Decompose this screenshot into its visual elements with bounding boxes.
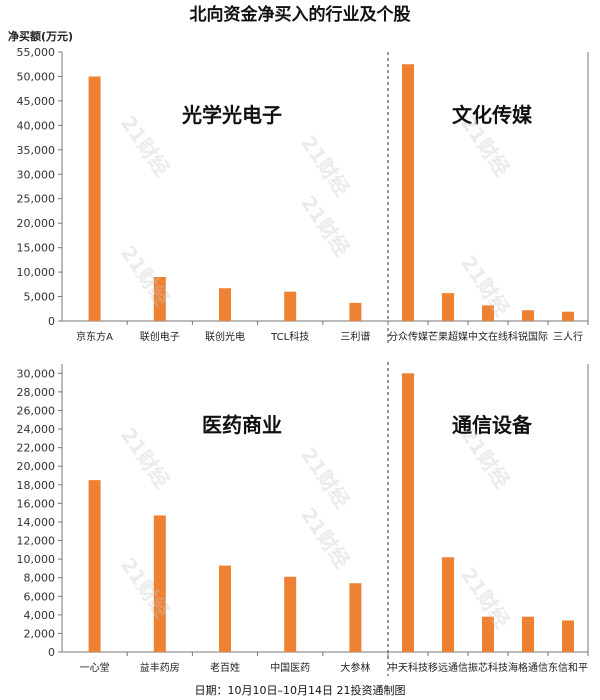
watermark: 21财经 bbox=[296, 131, 355, 200]
watermark: 21财经 bbox=[116, 111, 175, 180]
y-tick-label: 25,000 bbox=[17, 193, 56, 206]
y-tick-label: 15,000 bbox=[17, 242, 56, 255]
y-tick-label: 24,000 bbox=[17, 423, 56, 436]
bar bbox=[522, 616, 534, 652]
chart-footer: 日期：10月10日–10月14日 21投资通制图 bbox=[195, 683, 406, 697]
y-tick-label: 20,000 bbox=[17, 460, 56, 473]
sector-label: 医药商业 bbox=[202, 413, 282, 437]
y-tick-label: 40,000 bbox=[17, 119, 56, 132]
panel-top: 0 5,000 10,000 15,000 20,000 25,000 30,000 35,0… bbox=[17, 46, 589, 345]
y-tick-label: 5,000 bbox=[24, 291, 56, 304]
y-tick-label: 30,000 bbox=[17, 168, 56, 181]
bar bbox=[153, 515, 166, 652]
x-tick-label: 中国医药 bbox=[270, 661, 310, 674]
x-tick-label: 中天科技 bbox=[388, 661, 428, 674]
x-tick-label: 老百姓 bbox=[210, 661, 240, 674]
y-tick-label: 10,000 bbox=[17, 266, 56, 279]
chart-title: 北向资金净买入的行业及个股 bbox=[190, 4, 411, 25]
bar bbox=[88, 76, 101, 321]
sector-label: 通信设备 bbox=[452, 413, 533, 437]
watermark: 21财经 bbox=[116, 241, 175, 310]
x-tick-label: 联创电子 bbox=[140, 330, 180, 343]
bar bbox=[482, 616, 494, 652]
x-tick-label: 京东方A bbox=[76, 330, 113, 343]
y-tick-label: 50,000 bbox=[17, 70, 56, 83]
watermark: 21财经 bbox=[296, 443, 355, 512]
bar bbox=[442, 557, 454, 652]
x-tick-label: 联创光电 bbox=[205, 330, 245, 343]
watermark: 21财经 bbox=[116, 423, 175, 492]
bar bbox=[402, 64, 414, 322]
y-tick-label: 4,000 bbox=[24, 609, 56, 622]
y-tick-label: 45,000 bbox=[17, 95, 56, 108]
x-tick-label: 海格通信 bbox=[508, 661, 548, 674]
bar bbox=[442, 293, 454, 321]
x-tick-label: TCL科技 bbox=[270, 330, 309, 343]
panel-bottom: 0 2,000 4,000 6,000 8,000 10,000 12,000 14,000 1… bbox=[17, 362, 589, 676]
y-tick-label: 22,000 bbox=[17, 442, 56, 455]
x-tick-label: 芒果超媒 bbox=[428, 330, 468, 343]
bar bbox=[562, 620, 574, 652]
bar bbox=[153, 276, 166, 321]
y-tick-label: 26,000 bbox=[17, 404, 56, 417]
y-tick-label: 55,000 bbox=[17, 46, 56, 59]
x-tick-label: 科锐国际 bbox=[508, 330, 548, 343]
bar bbox=[562, 311, 574, 321]
x-tick-label: 振芯科技 bbox=[468, 661, 508, 674]
chart-panels: 0 5,000 10,000 15,000 20,000 25,000 30,000 35,0… bbox=[17, 46, 589, 676]
x-tick-label: 大参林 bbox=[340, 661, 370, 674]
y-tick-label: 6,000 bbox=[24, 590, 56, 603]
y-tick-label: 20,000 bbox=[17, 217, 56, 230]
y-tick-label: 14,000 bbox=[17, 516, 56, 529]
bar bbox=[284, 291, 297, 321]
y-tick-label: 0 bbox=[48, 646, 55, 659]
y-tick-label: 10,000 bbox=[17, 553, 56, 566]
bar bbox=[522, 310, 534, 321]
x-tick-label: 分众传媒 bbox=[388, 331, 428, 343]
x-tick-label: 移远通信 bbox=[428, 661, 468, 674]
bar bbox=[88, 480, 101, 652]
watermark: 21财经 bbox=[296, 191, 355, 260]
bar bbox=[402, 373, 414, 652]
bar bbox=[349, 302, 362, 321]
y-tick-label: 0 bbox=[48, 315, 55, 328]
y-tick-label: 28,000 bbox=[17, 386, 56, 399]
bar bbox=[284, 576, 297, 652]
sector-label: 文化传媒 bbox=[452, 103, 533, 127]
y-tick-label: 2,000 bbox=[24, 627, 56, 640]
y-tick-label: 18,000 bbox=[17, 479, 56, 492]
bar bbox=[482, 305, 494, 321]
y-tick-label: 8,000 bbox=[24, 572, 56, 585]
x-tick-label: 中文在线 bbox=[468, 330, 508, 343]
y-tick-label: 35,000 bbox=[17, 144, 56, 157]
x-tick-label: 三利谱 bbox=[340, 330, 370, 343]
bar bbox=[219, 565, 231, 652]
sector-label: 光学光电子 bbox=[181, 103, 282, 127]
y-tick-label: 30,000 bbox=[17, 367, 56, 380]
x-tick-label: 东信和平 bbox=[548, 661, 588, 674]
y-tick-label: 16,000 bbox=[17, 497, 56, 510]
x-tick-label: 三人行 bbox=[553, 330, 583, 343]
watermark: 21财经 bbox=[296, 503, 355, 572]
x-tick-label: 一心堂 bbox=[80, 662, 110, 674]
bar bbox=[349, 583, 362, 652]
x-tick-label: 益丰药房 bbox=[140, 661, 180, 674]
bar bbox=[219, 288, 231, 321]
y-axis-label: 净买额(万元) bbox=[8, 29, 73, 43]
y-tick-label: 12,000 bbox=[17, 535, 56, 548]
